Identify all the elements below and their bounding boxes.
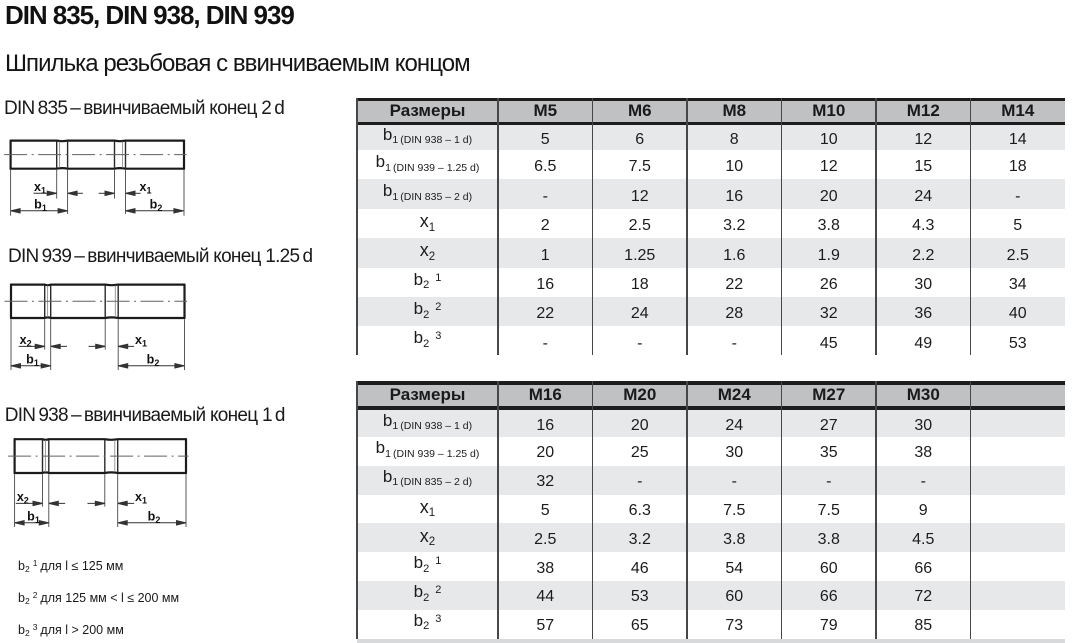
svg-text:x2: x2 — [17, 490, 29, 506]
svg-text:b1: b1 — [34, 198, 47, 214]
svg-text:b2: b2 — [150, 198, 163, 214]
svg-text:b2: b2 — [147, 353, 160, 369]
svg-text:x2: x2 — [20, 333, 32, 349]
svg-text:x1: x1 — [135, 490, 147, 506]
svg-text:b1: b1 — [26, 353, 39, 369]
svg-text:x1: x1 — [34, 180, 46, 196]
svg-text:b2: b2 — [148, 510, 161, 525]
svg-text:x1: x1 — [135, 333, 147, 349]
svg-text:x1: x1 — [140, 180, 152, 196]
svg-text:b1: b1 — [27, 510, 40, 525]
